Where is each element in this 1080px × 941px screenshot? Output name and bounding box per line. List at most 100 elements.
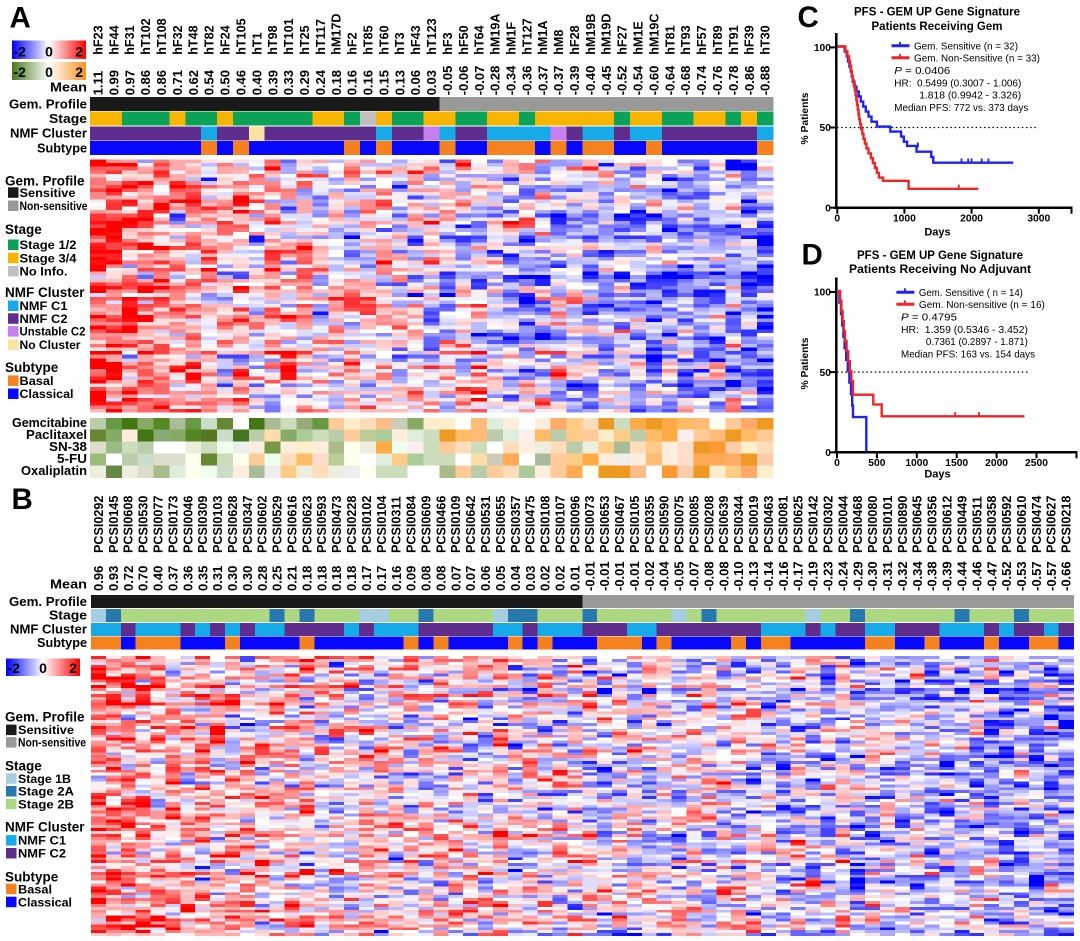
svg-text:PCSI0593: PCSI0593 xyxy=(315,496,329,553)
svg-text:hT108: hT108 xyxy=(155,18,169,54)
svg-text:0: 0 xyxy=(39,660,47,676)
svg-text:hT93: hT93 xyxy=(679,25,693,54)
svg-text:0.30: 0.30 xyxy=(240,566,255,591)
svg-text:0.04: 0.04 xyxy=(508,565,523,591)
svg-text:Sensitive: Sensitive xyxy=(20,186,76,200)
svg-text:NMF C2: NMF C2 xyxy=(20,312,68,326)
svg-text:Subtype: Subtype xyxy=(5,360,59,375)
svg-text:PCSI0531: PCSI0531 xyxy=(479,496,493,553)
svg-text:PCSI0356: PCSI0356 xyxy=(926,496,940,553)
svg-text:0.30: 0.30 xyxy=(225,566,240,591)
svg-text:-0.31: -0.31 xyxy=(880,561,895,591)
svg-text:PCSI0109: PCSI0109 xyxy=(449,496,463,553)
svg-text:Gem. Profile: Gem. Profile xyxy=(9,594,87,609)
svg-text:0.36: 0.36 xyxy=(180,566,195,591)
svg-text:0.25: 0.25 xyxy=(270,566,285,591)
svg-text:-0.54: -0.54 xyxy=(631,65,646,95)
svg-text:0.71: 0.71 xyxy=(170,70,185,95)
svg-text:0.28: 0.28 xyxy=(255,566,270,591)
svg-text:PCSI0173: PCSI0173 xyxy=(166,496,180,553)
svg-text:-0.60: -0.60 xyxy=(647,66,662,96)
svg-text:C: C xyxy=(798,1,819,34)
svg-text:Paclitaxel: Paclitaxel xyxy=(26,427,87,442)
svg-text:0.40: 0.40 xyxy=(249,70,264,95)
svg-text:-0.57: -0.57 xyxy=(1044,561,1059,591)
svg-text:-0.02: -0.02 xyxy=(642,561,657,591)
svg-text:No Info.: No Info. xyxy=(20,265,68,279)
svg-text:0.17: 0.17 xyxy=(359,566,374,591)
svg-text:0.70: 0.70 xyxy=(136,566,151,591)
svg-text:hT1: hT1 xyxy=(250,32,264,54)
svg-text:0.03: 0.03 xyxy=(523,566,538,591)
svg-text:B: B xyxy=(12,483,33,516)
svg-text:-0.01: -0.01 xyxy=(612,561,627,591)
svg-text:-0.30: -0.30 xyxy=(865,561,880,591)
svg-text:hT89: hT89 xyxy=(711,25,725,54)
svg-text:-0.08: -0.08 xyxy=(701,561,716,591)
svg-text:hF27: hF27 xyxy=(616,25,630,54)
svg-text:hT82: hT82 xyxy=(203,25,217,54)
svg-text:hM1F: hM1F xyxy=(504,22,518,55)
svg-text:Subtype: Subtype xyxy=(37,635,87,650)
svg-text:hT127: hT127 xyxy=(520,18,534,54)
svg-text:PCSI0311: PCSI0311 xyxy=(390,496,404,553)
svg-text:Classical: Classical xyxy=(20,387,74,401)
svg-text:A: A xyxy=(10,1,31,34)
svg-text:PCSI0590: PCSI0590 xyxy=(658,496,672,553)
svg-text:PCSI0474: PCSI0474 xyxy=(1030,496,1044,553)
svg-text:hT60: hT60 xyxy=(377,25,391,54)
svg-text:PCSI0609: PCSI0609 xyxy=(420,496,434,553)
svg-text:PCSI0103: PCSI0103 xyxy=(211,496,225,553)
svg-text:PCSI0642: PCSI0642 xyxy=(464,496,478,553)
svg-text:PCSI0344: PCSI0344 xyxy=(732,496,746,553)
svg-text:PCSI0655: PCSI0655 xyxy=(494,496,508,553)
svg-text:hT3: hT3 xyxy=(393,32,407,54)
svg-text:PCSI0610: PCSI0610 xyxy=(1015,496,1029,553)
svg-text:PCSI0208: PCSI0208 xyxy=(702,496,716,553)
svg-text:hF44: hF44 xyxy=(107,25,121,54)
svg-text:PCSI0467: PCSI0467 xyxy=(613,496,627,553)
svg-text:0.16: 0.16 xyxy=(389,566,404,591)
svg-text:-0.37: -0.37 xyxy=(535,66,550,96)
svg-text:hT101: hT101 xyxy=(282,18,296,54)
svg-text:PCSI0104: PCSI0104 xyxy=(375,496,389,553)
svg-text:PCSI0107: PCSI0107 xyxy=(553,496,567,553)
svg-text:D: D xyxy=(802,239,823,272)
svg-text:hF2: hF2 xyxy=(346,32,360,54)
svg-text:PCSI0511: PCSI0511 xyxy=(970,496,984,553)
svg-text:NMF Cluster: NMF Cluster xyxy=(10,126,87,141)
svg-text:-0.68: -0.68 xyxy=(678,66,693,96)
svg-text:PCSI0019: PCSI0019 xyxy=(747,496,761,553)
svg-text:hT91: hT91 xyxy=(727,25,741,54)
svg-text:0.50: 0.50 xyxy=(218,70,233,95)
svg-text:-0.32: -0.32 xyxy=(895,561,910,591)
svg-text:0: 0 xyxy=(45,44,53,60)
svg-text:PCSI0347: PCSI0347 xyxy=(241,496,255,553)
svg-text:0.08: 0.08 xyxy=(419,566,434,591)
svg-text:hT123: hT123 xyxy=(425,18,439,54)
svg-text:-0.23: -0.23 xyxy=(821,561,836,591)
svg-text:hT105: hT105 xyxy=(234,18,248,54)
svg-text:PCSI0357: PCSI0357 xyxy=(509,496,523,553)
svg-text:-0.37: -0.37 xyxy=(551,66,566,96)
svg-text:-0.88: -0.88 xyxy=(758,66,773,96)
svg-text:hM1A: hM1A xyxy=(536,21,550,55)
svg-text:hF31: hF31 xyxy=(123,25,137,54)
svg-text:Stage: Stage xyxy=(5,222,42,237)
svg-text:-0.17: -0.17 xyxy=(791,561,806,591)
svg-text:PCSI0653: PCSI0653 xyxy=(598,496,612,553)
svg-text:hF32: hF32 xyxy=(171,25,185,54)
svg-text:-0.78: -0.78 xyxy=(726,66,741,96)
svg-text:-0.05: -0.05 xyxy=(672,561,687,591)
svg-text:-0.24: -0.24 xyxy=(835,561,850,591)
svg-text:Basal: Basal xyxy=(20,374,54,388)
svg-text:Unstable C2: Unstable C2 xyxy=(20,325,86,339)
svg-text:0: 0 xyxy=(45,64,53,80)
svg-text:PCSI0228: PCSI0228 xyxy=(345,496,359,553)
svg-text:Subtype: Subtype xyxy=(37,140,87,155)
svg-text:PCSI0085: PCSI0085 xyxy=(687,496,701,553)
svg-text:hF39: hF39 xyxy=(743,25,757,54)
svg-text:-0.52: -0.52 xyxy=(999,561,1014,591)
svg-text:0.18: 0.18 xyxy=(314,566,329,591)
svg-text:-0.28: -0.28 xyxy=(488,66,503,96)
